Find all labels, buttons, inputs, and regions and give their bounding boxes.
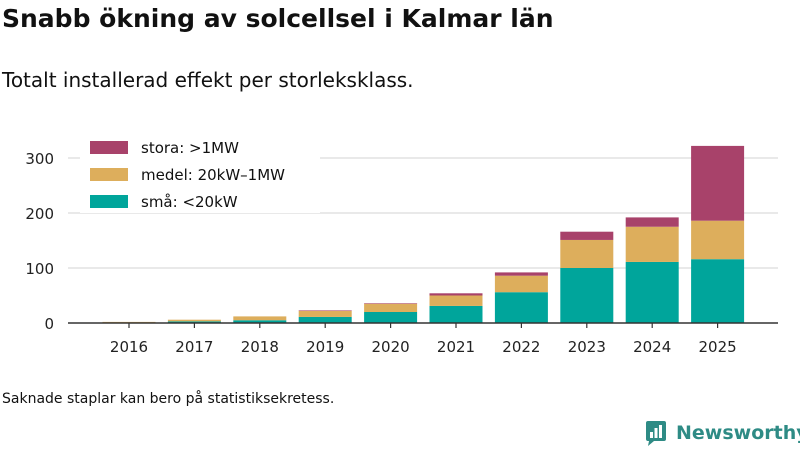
bar-segment-medel-2024 [625, 226, 679, 262]
bar-segment-stora-2025 [691, 145, 745, 221]
bar-segment-sma-2024 [625, 261, 679, 323]
y-tick-label: 200 [25, 205, 54, 223]
chart-subtitle: Totalt installerad effekt per storlekskl… [2, 68, 414, 92]
x-axis: 2016 2017 2018 2019 2020 2021 2022 2023 2024 2025 [68, 322, 778, 356]
x-tick-label: 2017 [175, 338, 213, 356]
bar-segment-sma-2017 [167, 321, 221, 323]
bar-segment-medel-2019 [298, 310, 352, 317]
bar-segment-stora-2020 [364, 303, 418, 304]
bar-segment-medel-2022 [494, 275, 548, 293]
legend-label-medel: medel: 20kW–1MW [141, 166, 285, 184]
x-tick-label: 2019 [306, 338, 344, 356]
footnote: Saknade staplar kan bero på statistiksek… [2, 391, 335, 407]
legend-swatch-medel [90, 168, 128, 181]
bar-segment-sma-2023 [560, 268, 614, 323]
x-tick-label: 2022 [502, 338, 540, 356]
bar-segment-stora-2022 [494, 272, 548, 276]
bar-segment-medel-2020 [364, 303, 418, 312]
y-tick-label: 100 [25, 260, 54, 278]
legend: stora: >1MW medel: 20kW–1MW små: <20kW [80, 133, 320, 213]
bars [102, 145, 745, 323]
x-tick-label: 2020 [372, 338, 410, 356]
legend-label-stora: stora: >1MW [141, 139, 239, 157]
x-tick-label: 2016 [110, 338, 148, 356]
newsworthy-logo: Newsworthy [644, 419, 800, 447]
bar-segment-sma-2025 [691, 259, 745, 323]
bar-segment-medel-2021 [429, 295, 483, 306]
legend-swatch-stora [90, 141, 128, 154]
newsworthy-chart-icon [646, 421, 666, 446]
bar-segment-medel-2025 [691, 220, 745, 260]
bar-segment-sma-2021 [429, 305, 483, 323]
x-tick-label: 2023 [568, 338, 606, 356]
y-tick-label: 0 [44, 315, 54, 333]
x-tick-label: 2018 [241, 338, 279, 356]
x-tick-label: 2025 [699, 338, 737, 356]
bar-segment-medel-2017 [167, 319, 221, 322]
brand-name: Newsworthy [676, 422, 800, 444]
bar-segment-stora-2023 [560, 231, 614, 240]
bar-segment-medel-2016 [102, 321, 156, 323]
legend-swatch-sma [90, 195, 128, 208]
chart-title: Snabb ökning av solcellsel i Kalmar län [2, 4, 554, 33]
legend-label-sma: små: <20kW [141, 193, 238, 211]
bar-segment-medel-2018 [233, 316, 287, 321]
x-tick-label: 2021 [437, 338, 475, 356]
bar-segment-sma-2022 [494, 292, 548, 323]
bar-segment-sma-2018 [233, 320, 287, 323]
bar-segment-stora-2019 [298, 310, 352, 311]
x-tick-label: 2024 [633, 338, 671, 356]
bar-segment-stora-2021 [429, 293, 483, 296]
bar-segment-medel-2023 [560, 239, 614, 268]
bar-segment-sma-2019 [298, 316, 352, 323]
y-axis: 0 100 200 300 [25, 150, 54, 333]
y-tick-label: 300 [25, 150, 54, 168]
bar-segment-sma-2020 [364, 312, 418, 323]
bar-segment-stora-2024 [625, 217, 679, 227]
